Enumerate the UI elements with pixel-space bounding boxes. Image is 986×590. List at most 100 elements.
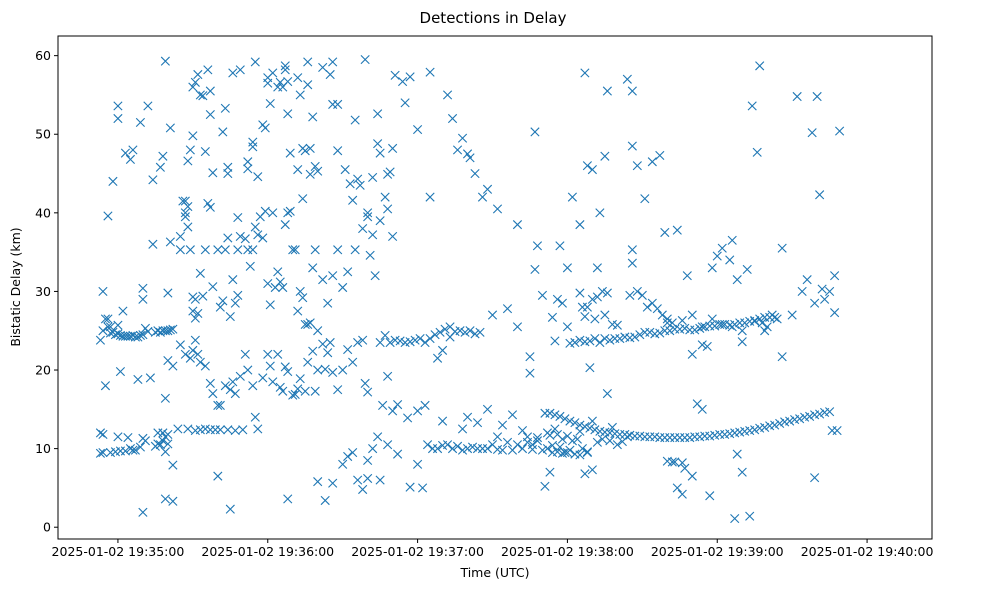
data-point xyxy=(265,300,275,310)
data-point xyxy=(318,275,328,285)
data-point xyxy=(288,245,298,255)
y-tick-label: 60 xyxy=(35,48,51,63)
data-point xyxy=(263,349,273,359)
data-point xyxy=(163,429,173,440)
data-point xyxy=(128,330,138,341)
data-point xyxy=(175,231,185,242)
data-point xyxy=(482,404,493,414)
data-point xyxy=(830,308,840,318)
data-point xyxy=(295,90,305,100)
data-point xyxy=(697,340,707,350)
data-point xyxy=(403,413,413,423)
data-point xyxy=(702,341,712,352)
data-point xyxy=(368,230,378,240)
data-point xyxy=(705,491,715,501)
data-point xyxy=(345,179,355,189)
data-point xyxy=(100,381,111,391)
data-point xyxy=(682,271,692,281)
data-point xyxy=(333,245,343,255)
data-point xyxy=(388,406,398,416)
data-point xyxy=(677,489,687,499)
y-tick-label: 40 xyxy=(35,205,51,220)
data-point xyxy=(393,449,403,459)
data-point xyxy=(190,313,200,323)
data-point xyxy=(233,245,243,255)
data-point xyxy=(572,434,582,444)
data-point xyxy=(200,361,210,371)
x-axis-ticks: 2025-01-02 19:35:00 2025-01-02 19:36:00 20… xyxy=(52,539,933,559)
data-point xyxy=(165,123,175,133)
data-point xyxy=(310,161,320,172)
data-point xyxy=(592,437,602,447)
data-point xyxy=(455,326,465,336)
data-point xyxy=(280,220,290,230)
data-point xyxy=(587,165,597,175)
data-point xyxy=(380,330,390,341)
data-point xyxy=(230,389,240,399)
data-point xyxy=(707,314,717,324)
data-point xyxy=(103,211,113,221)
data-point xyxy=(273,267,283,277)
data-point xyxy=(575,450,585,460)
data-point xyxy=(492,432,503,442)
data-point xyxy=(600,310,610,320)
data-point xyxy=(465,326,475,336)
data-point xyxy=(365,250,375,260)
data-point xyxy=(280,65,290,75)
data-point xyxy=(537,445,548,455)
data-point xyxy=(420,400,430,410)
data-point xyxy=(275,382,285,392)
data-point xyxy=(580,68,590,78)
data-point xyxy=(457,133,468,143)
data-point xyxy=(120,446,131,456)
data-point xyxy=(183,424,193,434)
data-point xyxy=(263,278,273,289)
data-point xyxy=(180,208,190,218)
data-point xyxy=(188,82,198,92)
data-point xyxy=(550,424,560,434)
data-point xyxy=(420,337,430,348)
data-point xyxy=(725,255,735,265)
data-point xyxy=(148,239,158,249)
data-point xyxy=(487,310,498,320)
data-point xyxy=(697,322,707,332)
data-point xyxy=(213,245,223,255)
y-axis-ticks: 0 10 20 30 40 50 60 xyxy=(35,48,58,535)
data-point xyxy=(560,414,570,424)
data-point xyxy=(218,127,228,137)
data-point xyxy=(642,302,652,312)
data-point xyxy=(135,117,145,128)
data-point xyxy=(218,296,228,306)
data-point xyxy=(333,99,343,109)
data-point xyxy=(228,275,238,285)
data-point xyxy=(113,432,123,442)
data-point xyxy=(320,364,330,374)
data-point xyxy=(208,168,218,178)
data-point xyxy=(737,337,747,347)
data-point xyxy=(507,410,518,420)
data-point xyxy=(687,471,697,481)
data-point xyxy=(622,74,632,84)
data-point xyxy=(532,436,543,446)
data-point xyxy=(108,176,118,186)
data-point xyxy=(300,319,310,330)
data-point xyxy=(600,151,610,161)
data-point xyxy=(492,204,503,214)
data-point xyxy=(323,298,333,308)
data-point xyxy=(145,373,155,383)
data-point xyxy=(710,321,720,331)
data-point xyxy=(308,263,318,273)
data-point xyxy=(248,245,258,255)
data-point xyxy=(437,416,448,426)
data-point xyxy=(268,208,278,218)
data-point xyxy=(627,86,637,96)
data-point xyxy=(225,385,235,395)
data-point xyxy=(113,113,123,124)
data-point xyxy=(597,286,607,297)
data-point xyxy=(205,202,215,212)
data-point xyxy=(368,172,378,183)
data-point xyxy=(370,271,380,281)
data-point xyxy=(363,473,373,484)
y-tick-label: 0 xyxy=(43,520,51,535)
data-point xyxy=(825,407,835,417)
